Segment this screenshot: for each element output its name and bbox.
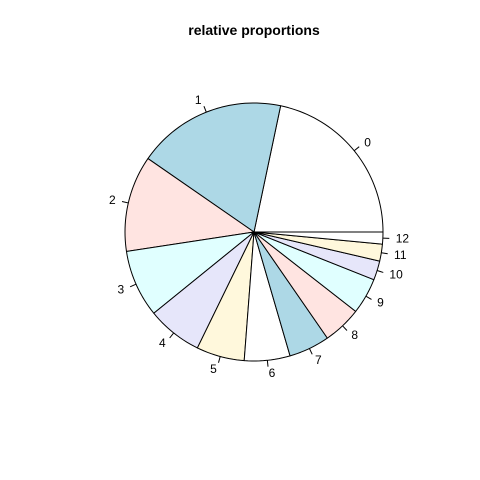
pie-label-2: 2 xyxy=(109,193,116,207)
pie-tick-7 xyxy=(308,348,313,355)
pie-tick-8 xyxy=(342,325,348,331)
pie-label-11: 11 xyxy=(394,248,407,262)
pie-tick-4 xyxy=(169,332,175,339)
pie-tick-0 xyxy=(353,146,360,152)
pie-tick-11 xyxy=(381,252,388,255)
pie-tick-6 xyxy=(266,360,269,367)
pie-label-10: 10 xyxy=(389,267,403,281)
pie-tick-3 xyxy=(129,283,137,288)
pie-label-3: 3 xyxy=(118,282,125,296)
pie-slice-10 xyxy=(253,231,381,281)
pie-slice-5 xyxy=(196,231,255,362)
pie-label-6: 6 xyxy=(269,366,276,380)
pie-tick-1 xyxy=(203,105,207,113)
pie-label-5: 5 xyxy=(210,362,217,376)
pie-slice-2 xyxy=(124,158,255,252)
pie-tick-5 xyxy=(218,356,221,363)
pie-slices xyxy=(124,102,384,362)
pie-label-9: 9 xyxy=(377,296,384,310)
pie-slice-7 xyxy=(253,231,328,357)
pie-label-0: 0 xyxy=(364,136,371,150)
pie-label-7: 7 xyxy=(315,353,322,367)
pie-slice-3 xyxy=(125,231,255,314)
chart-title: relative proportions xyxy=(188,22,320,38)
pie-label-12: 12 xyxy=(396,232,410,246)
pie-tick-10 xyxy=(376,270,384,273)
pie-label-1: 1 xyxy=(195,93,202,107)
pie-tick-9 xyxy=(365,295,372,300)
pie-label-4: 4 xyxy=(159,336,166,350)
pie-slice-11 xyxy=(253,231,383,262)
pie-tick-2 xyxy=(121,201,129,204)
pie-label-8: 8 xyxy=(351,328,358,342)
